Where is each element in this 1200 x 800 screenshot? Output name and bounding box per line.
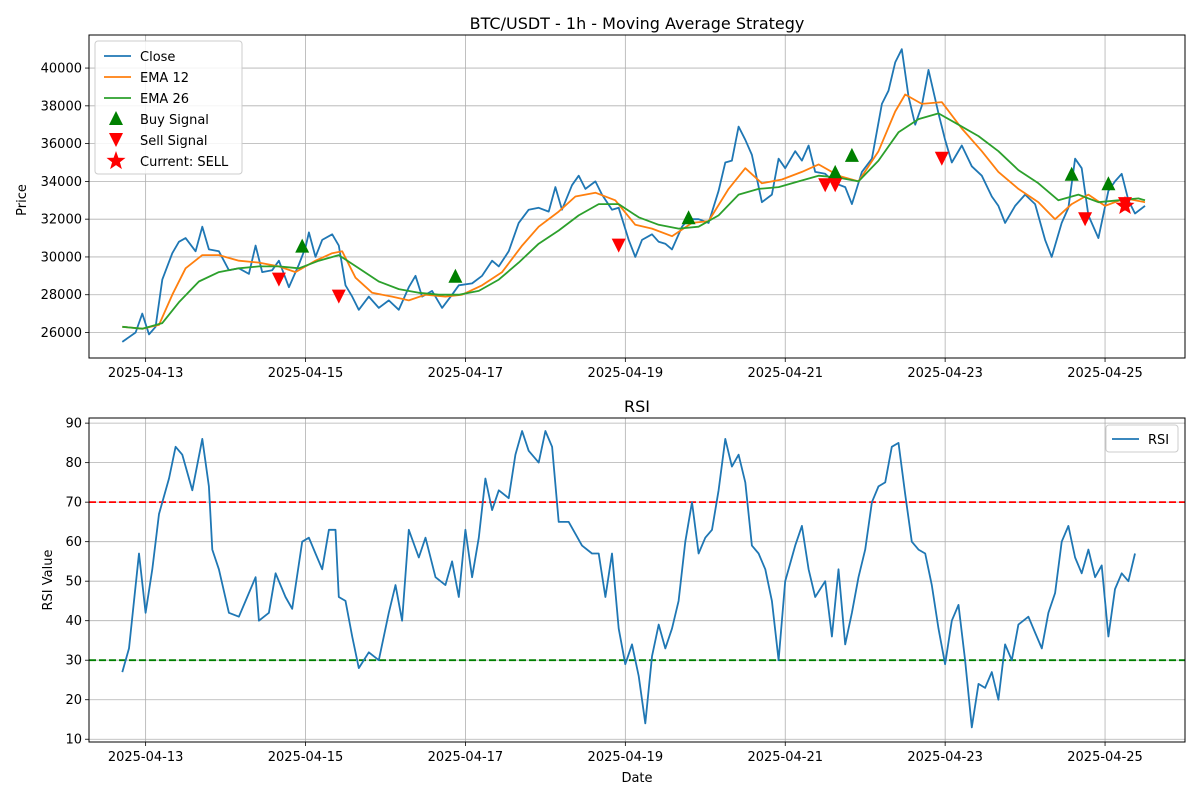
buy-signal-marker: [1101, 176, 1116, 191]
sell-signal-marker: [1078, 212, 1093, 227]
rsi-y-tick-label: 70: [65, 496, 82, 511]
current-sell-marker: [1115, 195, 1135, 214]
price-y-tick-label: 38000: [41, 99, 82, 114]
rsi-x-tick-label: 2025-04-21: [747, 750, 823, 765]
legend-buy-signal-swatch: [109, 111, 123, 125]
rsi-x-tick-label: 2025-04-23: [907, 750, 983, 765]
rsi-y-tick-label: 30: [65, 654, 82, 669]
price-x-tick-label: 2025-04-25: [1067, 366, 1143, 381]
price-series-ema-26-line: [122, 112, 1146, 330]
rsi-plot-frame: [88, 417, 1186, 743]
legend-close-label: Close: [140, 50, 175, 65]
rsi-series: [121, 430, 1136, 729]
price-plot-frame: [88, 34, 1186, 359]
sell-signal-marker: [934, 151, 949, 166]
price-series-ema-12-line: [122, 93, 1146, 330]
rsi-x-tick-label: 2025-04-25: [1067, 750, 1143, 765]
legend-buy-signal-label: Buy Signal: [140, 113, 209, 128]
rsi-chart-title: RSI: [624, 397, 650, 416]
rsi-y-tick-label: 20: [65, 693, 82, 708]
price-chart-title: BTC/USDT - 1h - Moving Average Strategy: [470, 14, 805, 33]
buy-signal-marker: [1064, 166, 1079, 181]
rsi-y-axis-label: RSI Value: [41, 550, 56, 611]
buy-signal-marker: [828, 164, 843, 179]
price-y-tick-label: 28000: [41, 288, 82, 303]
price-panel: BTC/USDT - 1h - Moving Average Strategy …: [15, 14, 1186, 381]
rsi-x-axis-label: Date: [621, 771, 652, 786]
price-series: [121, 48, 1146, 343]
rsi-x-tick-label: 2025-04-17: [428, 750, 504, 765]
rsi-y-ticks: 10 20 30 40 50 60 70 80 90: [65, 417, 89, 748]
rsi-y-tick-label: 50: [65, 575, 82, 590]
legend-ema26-label: EMA 26: [140, 92, 189, 107]
price-y-tick-label: 40000: [41, 62, 82, 77]
rsi-y-tick-label: 10: [65, 733, 82, 748]
rsi-legend-box: [1105, 424, 1179, 453]
sell-signal-marker: [611, 238, 626, 253]
rsi-y-tick-label: 60: [65, 535, 82, 550]
price-y-tick-label: 32000: [41, 213, 82, 228]
price-x-tick-label: 2025-04-17: [428, 366, 504, 381]
sell-signal-marker: [828, 178, 843, 193]
rsi-series-rsi-line: [121, 430, 1136, 729]
rsi-legend: RSI: [1105, 424, 1179, 453]
buy-signal-marker: [844, 147, 859, 162]
price-legend: Close EMA 12 EMA 26 Buy Signal Sell Sign…: [94, 40, 243, 175]
price-x-tick-label: 2025-04-21: [747, 366, 823, 381]
rsi-y-tick-label: 90: [65, 417, 82, 432]
rsi-x-tick-label: 2025-04-13: [108, 750, 184, 765]
price-y-tick-label: 30000: [41, 250, 82, 265]
sell-signal-marker: [271, 272, 286, 287]
rsi-y-tick-label: 40: [65, 614, 82, 629]
legend-sell-signal-swatch: [109, 133, 123, 147]
buy-signal-marker: [295, 238, 310, 253]
price-x-ticks: 2025-04-13 2025-04-15 2025-04-17 2025-04-19…: [108, 358, 1143, 381]
price-y-tick-label: 26000: [41, 326, 82, 341]
sell-signal-marker: [331, 289, 346, 304]
price-legend-box: [94, 40, 243, 175]
legend-current-sell-swatch: [106, 151, 126, 170]
sell-signal-marker: [818, 178, 833, 193]
rsi-x-tick-label: 2025-04-15: [268, 750, 344, 765]
rsi-x-ticks: 2025-04-13 2025-04-15 2025-04-17 2025-04-19…: [108, 742, 1143, 765]
rsi-x-tick-label: 2025-04-19: [588, 750, 664, 765]
price-y-tick-label: 34000: [41, 175, 82, 190]
buy-signal-marker: [681, 210, 696, 225]
rsi-y-tick-label: 80: [65, 456, 82, 471]
price-x-tick-label: 2025-04-13: [108, 366, 184, 381]
price-y-ticks: 26000 28000 30000 32000 34000 36000 38000 40000: [41, 62, 89, 341]
buy-signal-marker: [448, 268, 463, 283]
price-x-tick-label: 2025-04-19: [588, 366, 664, 381]
price-signal-markers: [271, 147, 1135, 304]
price-x-tick-label: 2025-04-15: [268, 366, 344, 381]
legend-sell-signal-label: Sell Signal: [140, 134, 208, 149]
price-y-axis-label: Price: [15, 184, 30, 216]
price-x-tick-label: 2025-04-23: [907, 366, 983, 381]
price-y-tick-label: 36000: [41, 137, 82, 152]
price-grid: [89, 35, 1185, 358]
legend-current-sell-label: Current: SELL: [140, 155, 229, 170]
legend-rsi-label: RSI: [1148, 433, 1169, 448]
legend-ema12-label: EMA 12: [140, 71, 189, 86]
